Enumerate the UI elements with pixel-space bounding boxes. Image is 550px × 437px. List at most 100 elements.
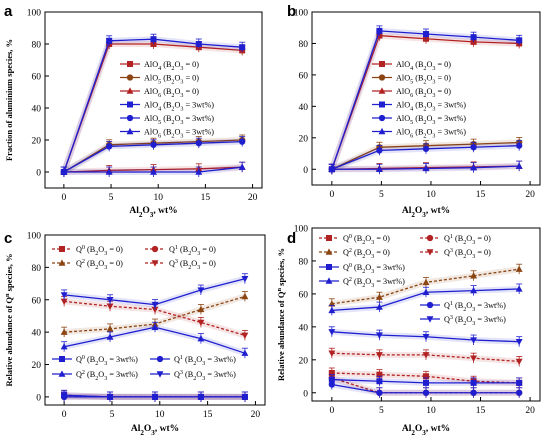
x-tick-label: 20 [248, 193, 258, 203]
data-point [150, 141, 157, 148]
y-tick-label: 60 [299, 290, 309, 300]
y-tick-label: 100 [294, 9, 309, 19]
legend-entry: AlO5 (B2O3 = 0) [372, 74, 451, 86]
data-point [470, 272, 478, 279]
legend-entry: Q3 (B2O3 = 0) [145, 259, 216, 271]
legend-entry: Q2 (B2O3 = 3wt%) [319, 277, 405, 289]
series [60, 321, 249, 359]
legend-entry: AlO6 (B2O3 = 3wt%) [120, 128, 214, 140]
y-axis-label: Relative abundance of Qn species, % [276, 248, 287, 381]
x-tick-label: 5 [109, 193, 114, 203]
series [328, 326, 523, 347]
x-tick-label: 5 [379, 406, 384, 416]
y-tick-label: 20 [299, 134, 309, 144]
data-point [516, 389, 523, 396]
legend-marker [59, 246, 65, 252]
y-tick-label: 20 [32, 361, 42, 371]
x-tick-label: 10 [426, 406, 436, 416]
legend-entry: Q0 (B2O3 = 0) [52, 245, 123, 257]
data-point [105, 168, 113, 175]
legend-entry: Q1 (B2O3 = 3wt%) [150, 355, 236, 367]
legend-marker [426, 301, 434, 309]
data-point [422, 352, 430, 359]
y-tick-label: 100 [27, 9, 42, 19]
legend-marker [151, 245, 159, 253]
x-axis-label: Al2O3, wt% [402, 206, 450, 219]
plot-frame [311, 11, 541, 186]
data-point [516, 142, 523, 149]
legend-marker [325, 277, 333, 284]
panel-letter: a [4, 3, 13, 20]
data-point [197, 287, 205, 294]
data-point [470, 34, 477, 41]
series [328, 379, 523, 398]
data-point [150, 36, 157, 43]
y-tick-label: 100 [294, 225, 309, 235]
data-point [376, 378, 383, 385]
series-line [331, 352, 520, 363]
y-tick-label: 20 [32, 137, 42, 147]
plot-frame [44, 234, 266, 406]
data-point [470, 144, 477, 151]
data-point [197, 305, 205, 313]
panel-d: d 0 5 10 15 20 0 20 40 60 80 100 Al2O3, wt% Relative … [276, 225, 541, 437]
y-tick-label: 20 [299, 356, 309, 366]
x-tick-label: 0 [329, 406, 334, 416]
data-point [195, 168, 203, 175]
data-point [106, 37, 113, 44]
legend-entry: Q0 (B2O3 = 0) [319, 234, 390, 246]
data-point [470, 355, 478, 362]
data-point [241, 349, 249, 356]
legend-label: AlO6 (B2O3 = 0) [396, 87, 451, 99]
data-point [515, 338, 523, 346]
legend-marker [126, 74, 134, 81]
data-point [241, 393, 249, 401]
legend-entry: AlO4 (B2O3 = 0) [120, 60, 199, 72]
y-tick-label: 0 [303, 389, 308, 399]
legend-marker [378, 74, 386, 81]
data-point [60, 292, 68, 299]
legend-marker [156, 371, 164, 378]
legend-label: Q1 (B2O3 = 3wt%) [174, 355, 236, 367]
data-point [375, 352, 383, 359]
data-point [239, 138, 246, 145]
legend-label: AlO5 (B2O3 = 0) [144, 74, 199, 86]
legend-label: Q3 (B2O3 = 3wt%) [444, 315, 506, 327]
x-tick-label: 15 [476, 190, 486, 200]
data-point [195, 140, 202, 147]
panel-c: c 0 5 10 15 20 0 20 40 60 80 100 Al2O3, wt% Relative … [4, 230, 266, 437]
panel-letter: d [287, 230, 296, 247]
series [60, 273, 249, 310]
data-point [375, 293, 383, 300]
data-point [422, 288, 430, 295]
data-point [375, 165, 383, 172]
x-tick-label: 5 [379, 190, 384, 200]
legend-label: Q2 (B2O3 = 3wt%) [76, 370, 138, 382]
data-point [238, 163, 246, 170]
data-point [422, 334, 430, 341]
legend-label: Q3 (B2O3 = 3wt%) [174, 370, 236, 382]
series-line [331, 372, 520, 384]
legend-entry: AlO6 (B2O3 = 0) [372, 87, 451, 99]
legend-marker [151, 260, 159, 267]
panel-b: b 0 5 10 15 20 0 20 40 60 80 100 Al2O3, wt% AlO4 (B2O… [287, 3, 541, 219]
panel-letter: c [4, 230, 12, 247]
legend-marker [156, 355, 164, 363]
y-tick-label: 40 [299, 323, 309, 333]
y-axis-label: Relative abundance of Qn species, % [4, 254, 15, 387]
data-point [60, 328, 68, 335]
data-point [423, 373, 429, 380]
data-point [423, 379, 429, 386]
x-tick-label: 20 [251, 410, 261, 420]
data-point [376, 147, 383, 154]
legend-marker [59, 356, 65, 362]
legend-label: AlO6 (B2O3 = 3wt%) [144, 128, 214, 140]
legend-entry: AlO4 (B2O3 = 3wt%) [372, 101, 466, 113]
legend-marker [58, 259, 66, 266]
legend-label: Q0 (B2O3 = 0) [343, 234, 390, 246]
x-tick-label: 15 [201, 193, 211, 203]
legend-marker [378, 127, 386, 135]
data-point [151, 301, 159, 309]
data-point [470, 337, 478, 344]
